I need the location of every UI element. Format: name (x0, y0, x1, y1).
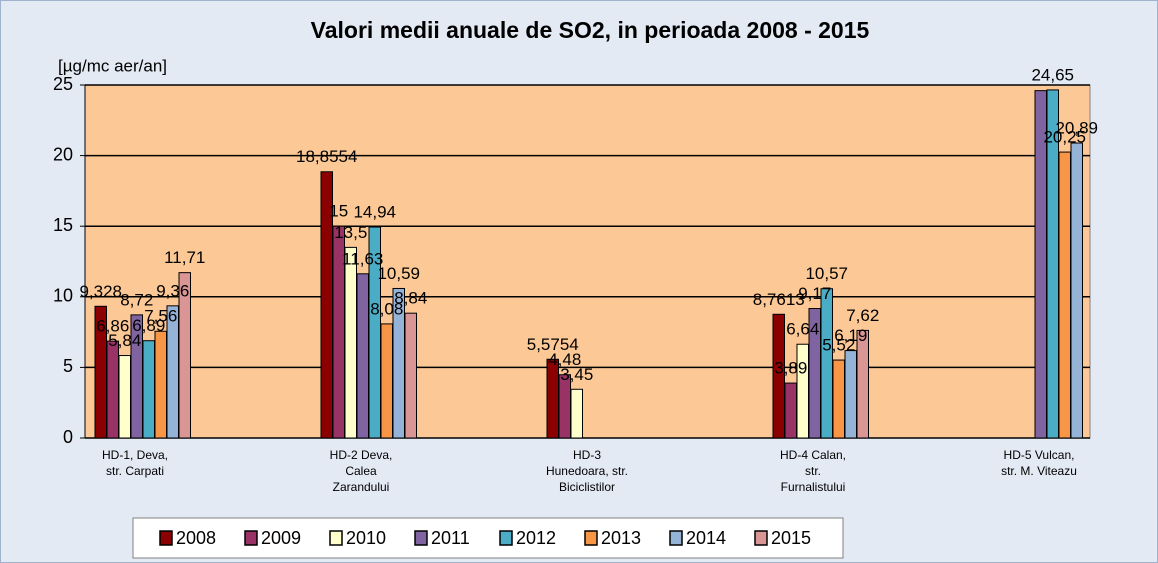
value-label: 6,86 (96, 317, 129, 336)
legend-swatch (669, 530, 683, 546)
value-label: 24,65 (1031, 65, 1074, 84)
x-tick-label: HD-3 Hunedoara, str. Biciclistilor (546, 448, 628, 494)
value-label: 6,89 (132, 316, 165, 335)
legend-label: 2010 (346, 528, 386, 548)
value-label: 5,52 (822, 336, 855, 355)
value-label: 11,63 (342, 249, 383, 268)
y-axis-label: [µg/mc aer/an] (58, 56, 167, 75)
bar (856, 329, 869, 439)
bar (142, 340, 155, 439)
value-label: 8,7613 (753, 290, 805, 309)
value-label: 6,19 (834, 326, 867, 345)
legend-swatch (329, 530, 343, 546)
y-tick-label: 25 (53, 74, 73, 94)
value-label: 3,89 (774, 359, 807, 378)
bar (832, 359, 845, 439)
value-label: 18,8554 (296, 147, 357, 166)
value-label: 3,45 (560, 365, 593, 384)
value-label: 7,62 (846, 306, 879, 325)
value-label: 9,328 (79, 282, 122, 301)
y-tick-label: 5 (63, 356, 73, 376)
bar (558, 374, 571, 439)
legend (132, 517, 844, 559)
bar (1070, 142, 1083, 439)
legend-label: 2009 (261, 528, 301, 548)
x-tick-label: HD-2 Deva, Calea Zarandului (330, 448, 393, 494)
legend-swatch (159, 530, 173, 546)
value-label: 20,25 (1043, 128, 1086, 147)
bar (106, 340, 119, 439)
legend-swatch (244, 530, 258, 546)
value-label: 10,59 (377, 264, 420, 283)
value-label: 5,5754 (527, 335, 579, 354)
value-label: 4,48 (548, 350, 581, 369)
value-label: 8,08 (370, 299, 403, 318)
value-label: 20,89 (1055, 119, 1098, 138)
value-label: 5,84 (108, 331, 141, 350)
value-label: 9,17 (798, 284, 831, 303)
value-label: 8,84 (394, 289, 427, 308)
legend-swatch (414, 530, 428, 546)
bar (356, 273, 369, 439)
legend-label: 2015 (771, 528, 811, 548)
legend-label: 2013 (601, 528, 641, 548)
legend-label: 2014 (686, 528, 726, 548)
legend-label: 2008 (176, 528, 216, 548)
x-tick-label: HD-4 Calan, str. Furnalistului (780, 448, 846, 494)
bar (844, 350, 857, 439)
bar (570, 388, 583, 439)
value-label: 7,56 (144, 307, 177, 326)
bar (380, 323, 393, 439)
value-label: 11,71 (164, 248, 205, 267)
bar (546, 358, 559, 439)
y-tick-label: 0 (63, 427, 73, 447)
value-label: 10,57 (805, 264, 848, 283)
legend-label: 2012 (516, 528, 556, 548)
chart-title: Valori medii anuale de SO2, in perioada … (311, 17, 870, 43)
value-label: 9,36 (156, 281, 189, 300)
y-tick-label: 20 (53, 144, 73, 164)
bar (344, 246, 357, 439)
y-tick-label: 10 (53, 286, 73, 306)
bar (404, 312, 417, 439)
value-label: 8,72 (120, 290, 153, 309)
value-label: 6,64 (786, 320, 819, 339)
legend-label: 2011 (431, 528, 470, 548)
value-label: 14,94 (353, 203, 396, 222)
plot-area (84, 84, 1091, 439)
bar (154, 330, 167, 439)
bar (1058, 151, 1071, 439)
x-tick-label: HD-1, Deva, str. Carpati (102, 448, 168, 478)
legend-swatch (754, 530, 768, 546)
value-label: 15 (329, 202, 348, 221)
bar (784, 382, 797, 439)
y-tick-label: 15 (53, 215, 73, 235)
bar (118, 355, 131, 439)
value-label: 13,5 (334, 223, 367, 242)
x-tick-label: HD-5 Vulcan, str. M. Viteazu (1001, 448, 1077, 478)
legend-swatch (584, 530, 598, 546)
legend-swatch (499, 530, 513, 546)
bar (820, 288, 833, 439)
